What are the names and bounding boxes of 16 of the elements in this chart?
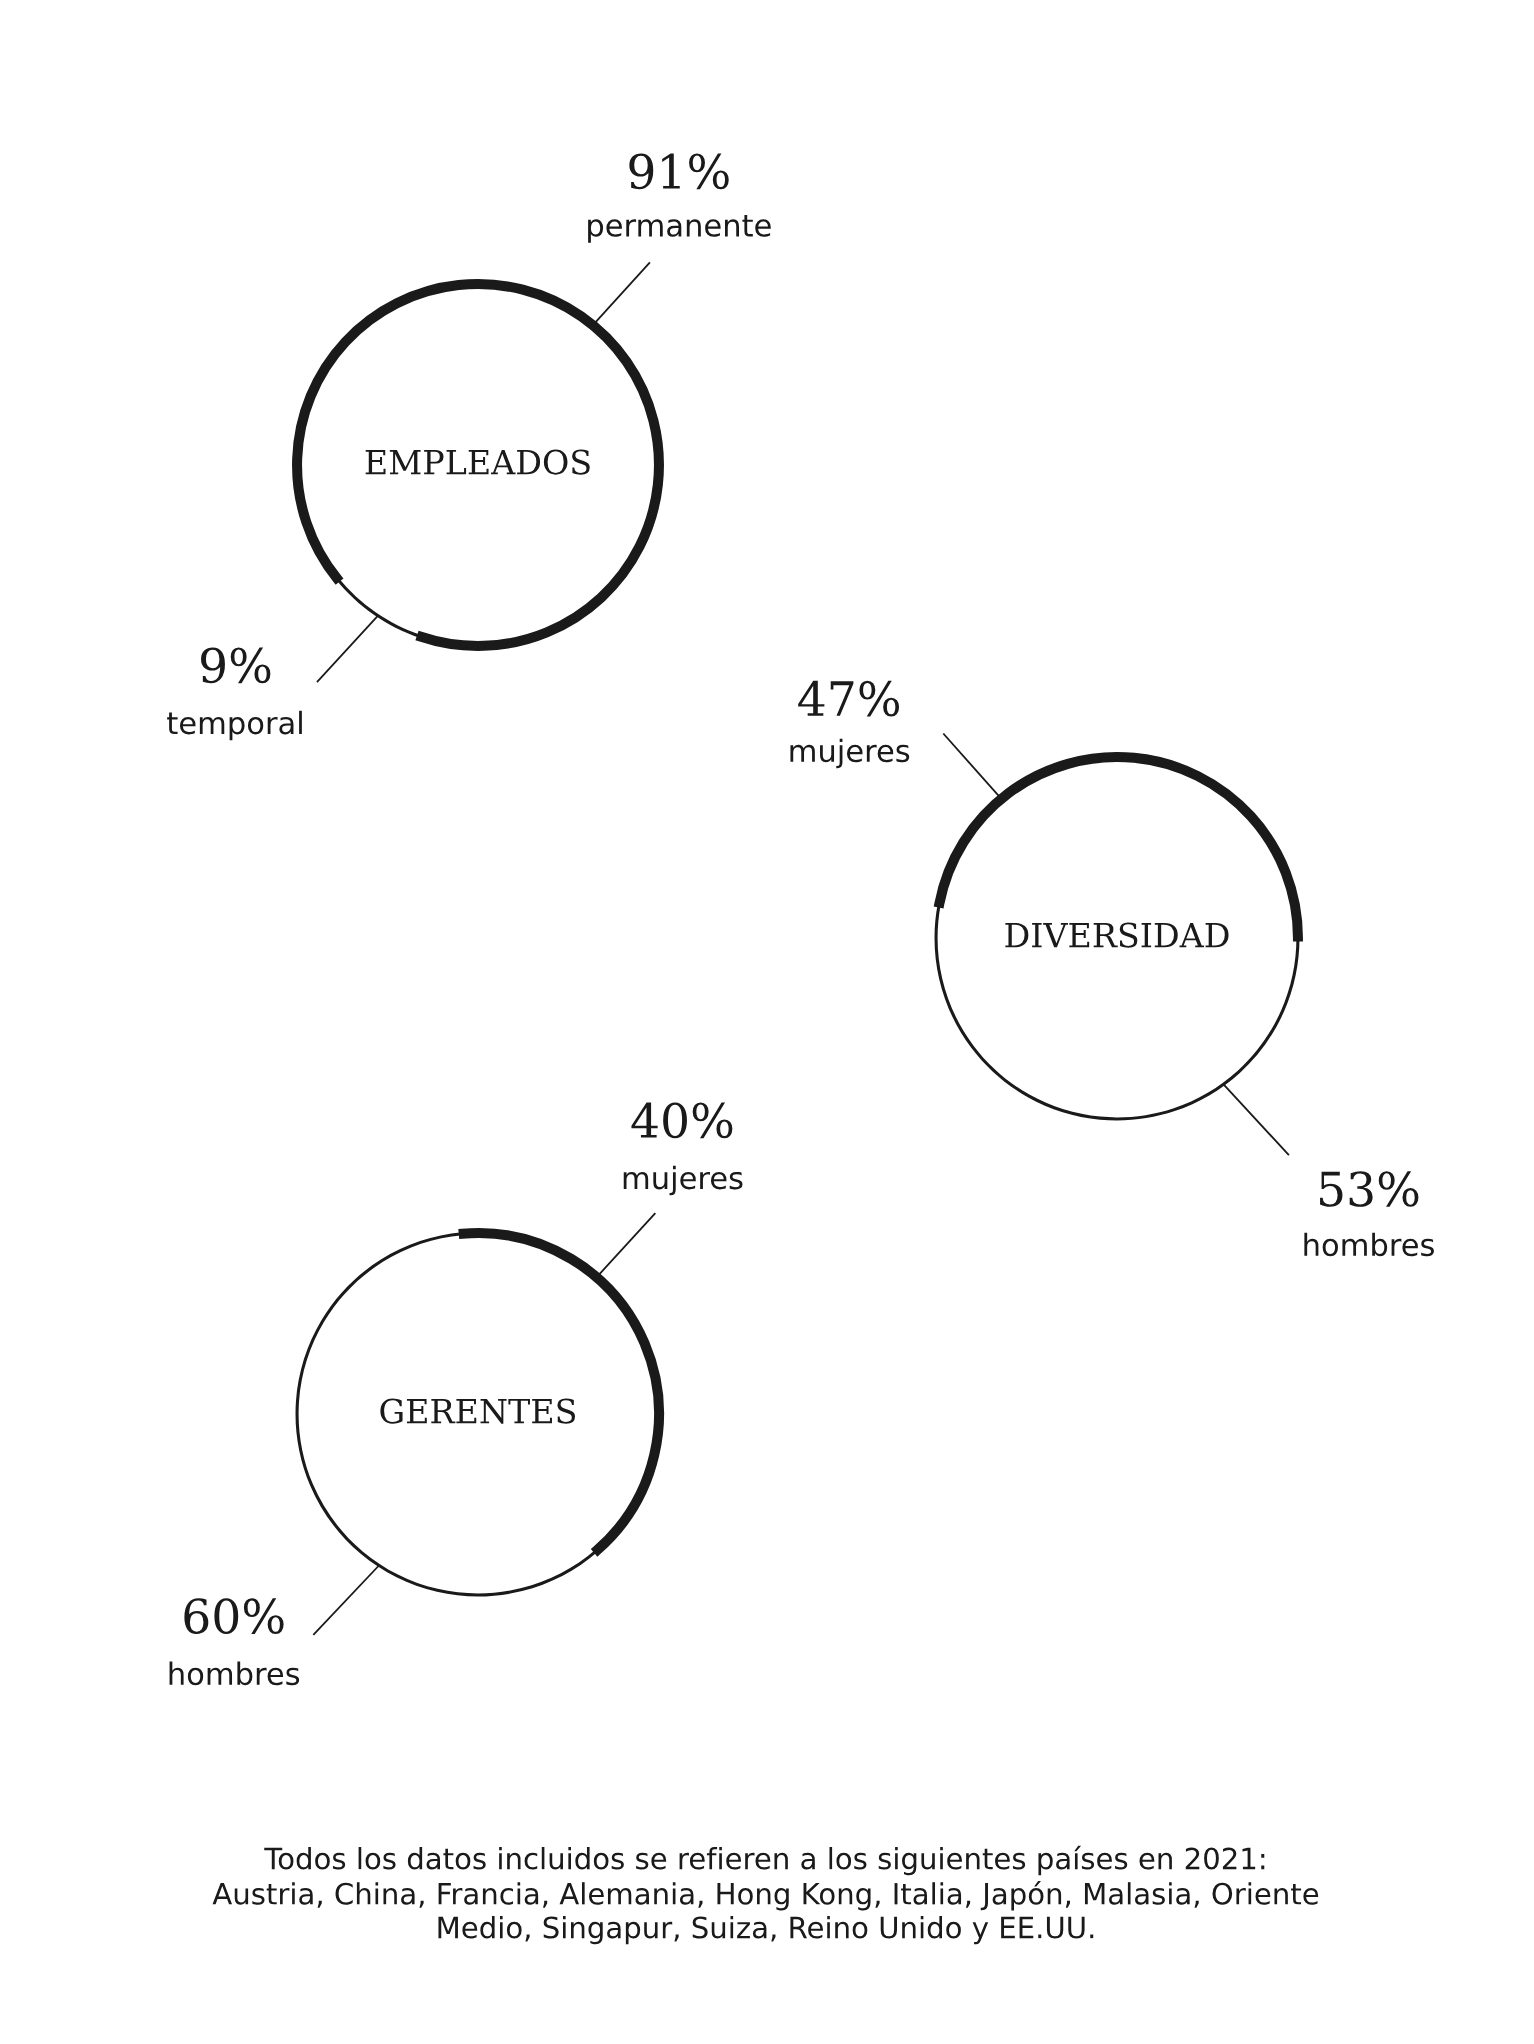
slice-label: permanente <box>588 214 771 243</box>
data-label: 47% <box>798 680 900 717</box>
data-label: 60% <box>184 1598 284 1634</box>
text: Todos los datos incluidos se refieren a los siguientes países en 2021: Austria, China, Francia, Alemania, Hong Kong, Italia, Japón, Malasia, Oriente Medio, Singapur, Suiza, Reino Unido y EE.UU. <box>212 1845 1319 1945</box>
slice-label: hombres <box>1304 1232 1434 1257</box>
slice-label: mujeres <box>790 738 910 769</box>
slice-label: temporal <box>167 710 302 741</box>
text: EMPLEADOS <box>365 449 590 475</box>
data-label: 91% <box>629 153 729 190</box>
data-label: 53% <box>1320 1171 1419 1207</box>
data-label: 40% <box>631 1102 733 1139</box>
data-label: 9% <box>201 647 271 684</box>
text: DIVERSIDAD <box>1005 922 1229 948</box>
text: GERENTES <box>380 1398 576 1424</box>
slice-label: mujeres <box>623 1165 743 1196</box>
slice-label: hombres <box>169 1661 300 1686</box>
